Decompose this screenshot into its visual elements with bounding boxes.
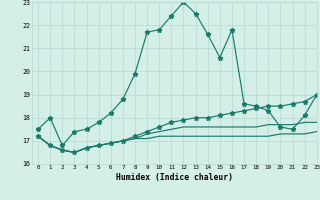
- X-axis label: Humidex (Indice chaleur): Humidex (Indice chaleur): [116, 173, 233, 182]
